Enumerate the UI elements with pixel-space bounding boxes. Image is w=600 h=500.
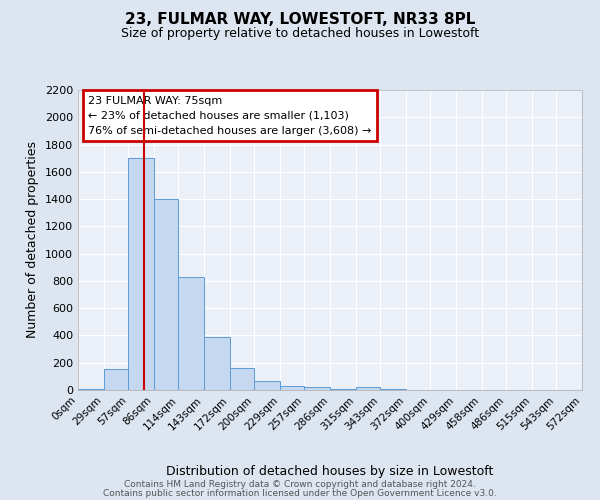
Y-axis label: Number of detached properties: Number of detached properties (26, 142, 40, 338)
Bar (154, 199, 178, 390)
Text: 23, FULMAR WAY, LOWESTOFT, NR33 8PL: 23, FULMAR WAY, LOWESTOFT, NR33 8PL (125, 12, 475, 28)
Bar (230, 368, 254, 390)
Bar (178, 277, 204, 390)
Bar (254, 381, 280, 390)
Bar (204, 337, 230, 390)
Text: Distribution of detached houses by size in Lowestoft: Distribution of detached houses by size … (166, 464, 494, 477)
Bar (304, 388, 330, 390)
Bar (280, 386, 304, 390)
Text: Size of property relative to detached houses in Lowestoft: Size of property relative to detached ho… (121, 28, 479, 40)
Bar (104, 369, 128, 390)
Bar (78, 388, 104, 390)
Bar (128, 158, 154, 390)
Text: Contains HM Land Registry data © Crown copyright and database right 2024.: Contains HM Land Registry data © Crown c… (124, 480, 476, 489)
Bar (356, 388, 380, 390)
Text: 23 FULMAR WAY: 75sqm
← 23% of detached houses are smaller (1,103)
76% of semi-de: 23 FULMAR WAY: 75sqm ← 23% of detached h… (88, 96, 371, 136)
Text: Contains public sector information licensed under the Open Government Licence v3: Contains public sector information licen… (103, 488, 497, 498)
